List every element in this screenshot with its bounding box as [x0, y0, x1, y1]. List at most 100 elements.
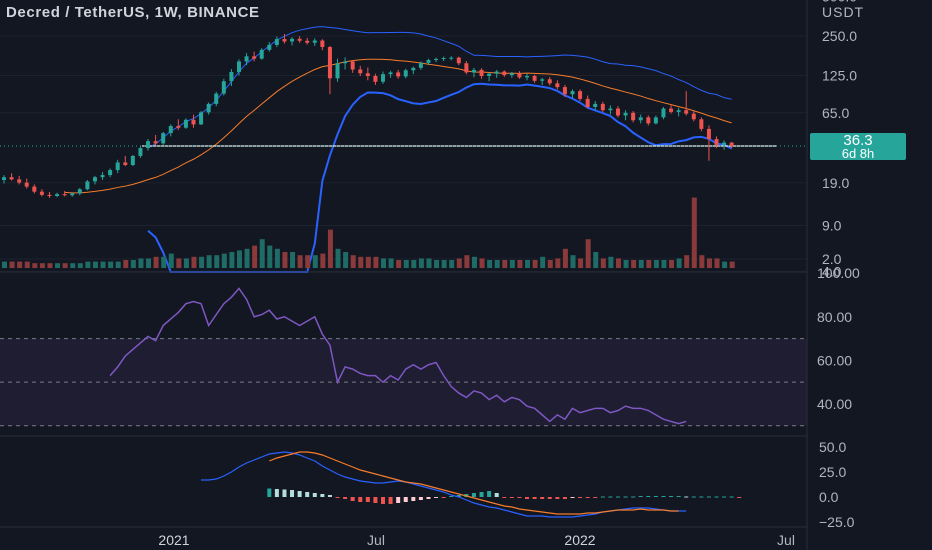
volume-bar — [335, 248, 341, 268]
volume-bar — [729, 261, 735, 268]
price-axis-label: 2.0 — [822, 251, 842, 267]
price-axis-label: 500.0 — [822, 0, 857, 5]
macd-histogram-bar — [691, 496, 696, 498]
volume-bar — [343, 252, 349, 268]
volume-bar — [661, 260, 667, 268]
volume-bar — [456, 258, 462, 268]
volume-bar — [471, 256, 477, 268]
macd-histogram-bar — [646, 496, 651, 497]
macd-histogram-bar — [335, 497, 340, 498]
candle-body — [32, 186, 37, 192]
candle-body — [17, 179, 22, 183]
candle-body — [403, 70, 408, 77]
volume-bar — [176, 258, 182, 268]
macd-histogram-bar — [509, 497, 514, 498]
candle-body — [600, 103, 605, 111]
volume-bar — [2, 261, 7, 268]
rsi-series — [0, 287, 807, 427]
volume-bar — [267, 245, 273, 268]
volume-bar — [236, 250, 242, 268]
macd-histogram-bar — [456, 495, 461, 497]
macd-axis-label: 50.0 — [819, 439, 846, 455]
rsi-axis-label: 60.00 — [817, 352, 852, 368]
volume-bar — [555, 258, 561, 268]
macd-histogram-bar — [327, 495, 332, 497]
symbol-title[interactable]: Decred / TetherUS, 1W, BINANCE — [6, 4, 260, 21]
candle-body — [509, 73, 514, 76]
last-price: 36.3 — [843, 132, 873, 149]
macd-histogram-bar — [593, 497, 598, 498]
volume-bar — [305, 255, 311, 268]
candle-body — [176, 126, 181, 128]
candle-body — [358, 69, 363, 74]
macd-histogram-bar — [426, 497, 431, 499]
volume-bar — [70, 263, 76, 268]
candle-body — [684, 110, 689, 114]
volume-bar — [706, 258, 712, 268]
volume-bar — [312, 255, 318, 268]
candle-body — [267, 44, 272, 50]
volume-bar — [570, 255, 576, 268]
candle-body — [570, 91, 575, 95]
candle-body — [297, 38, 302, 41]
volume-bar — [115, 261, 121, 268]
candle-body — [373, 75, 378, 82]
volume-bar — [403, 260, 409, 268]
volume-bar — [358, 256, 364, 268]
rsi-axis-label: 80.00 — [817, 309, 852, 325]
candle-body — [252, 56, 257, 59]
volume-bar — [168, 253, 174, 268]
volume-bar — [350, 255, 356, 268]
currency-label[interactable]: USDT — [822, 4, 865, 20]
volume-bar — [562, 248, 568, 268]
volume-bar — [138, 258, 144, 268]
candle-body — [236, 61, 241, 72]
macd-histogram-bar — [441, 497, 446, 498]
macd-histogram-bar — [729, 496, 734, 498]
macd-histogram-bar — [540, 497, 545, 499]
macd-histogram-bar — [267, 488, 272, 497]
candle-body — [691, 113, 696, 120]
volume-bar — [282, 252, 288, 268]
macd-histogram-bar — [661, 496, 666, 497]
macd-histogram-bar — [547, 497, 552, 499]
macd-histogram-bar — [502, 497, 507, 498]
volume-bar — [722, 261, 728, 268]
candle-body — [161, 133, 166, 144]
volume-bar — [108, 261, 114, 268]
volume-bar — [691, 197, 697, 268]
time-axis-label: Jul — [777, 532, 795, 548]
volume-bar — [487, 260, 493, 268]
macd-axis-label: 0.0 — [819, 489, 839, 505]
candle-body — [638, 117, 643, 121]
candle-body — [115, 162, 120, 171]
volume-bar — [365, 256, 371, 268]
candle-body — [562, 87, 567, 95]
macd-histogram-bar — [282, 489, 287, 497]
candle-body — [312, 40, 317, 43]
volume-bar — [411, 260, 417, 268]
candle-body — [365, 73, 370, 76]
volume-bar — [585, 239, 591, 268]
volume-bar — [62, 263, 68, 268]
candle-body — [343, 61, 348, 64]
candle-body — [593, 103, 598, 107]
volume-bar — [426, 258, 432, 268]
candle-body — [661, 108, 666, 118]
macd-histogram-bar — [555, 497, 560, 499]
macd-histogram-bar — [570, 497, 575, 498]
volume-bar — [381, 258, 386, 268]
candle-body — [441, 57, 446, 60]
macd-histogram-bar — [411, 497, 416, 501]
candle-body — [77, 189, 82, 194]
candle-body — [70, 193, 75, 196]
volume-bar — [509, 260, 515, 268]
candle-body — [282, 39, 287, 42]
time-axis-label: Jul — [367, 532, 385, 548]
macd-histogram-bar — [396, 497, 401, 503]
volume-bar — [525, 260, 531, 268]
candle-body — [615, 108, 620, 116]
candle-body — [676, 110, 681, 112]
